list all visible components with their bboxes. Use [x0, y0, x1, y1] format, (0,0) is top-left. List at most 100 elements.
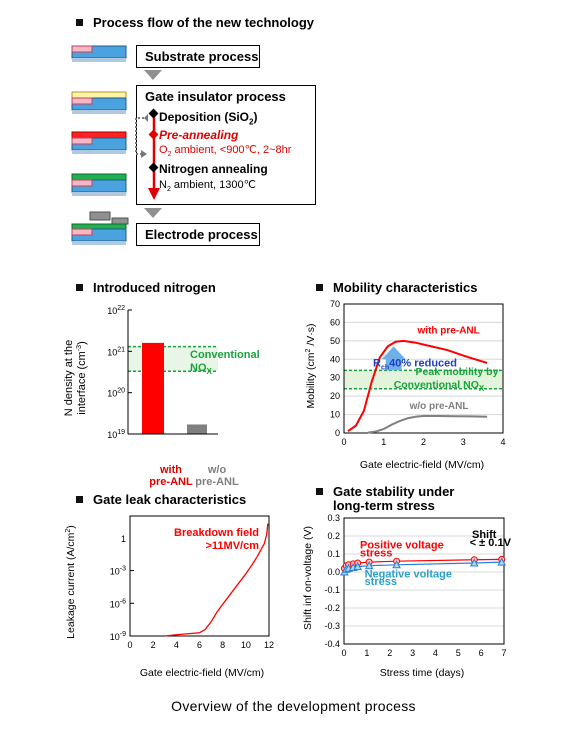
bullet-icon — [76, 496, 83, 503]
tick-label: 4 — [433, 648, 438, 658]
tick-label: 1019 — [107, 429, 125, 440]
conventional-nox-label: Conventional — [190, 349, 260, 361]
tick-label: 30 — [330, 373, 340, 383]
tick-label: 1 — [381, 437, 386, 447]
tick-label: -0.2 — [324, 603, 340, 613]
bar — [142, 342, 164, 434]
tick-label: 4 — [174, 640, 179, 650]
tick-label: 10-9 — [110, 631, 126, 642]
tick-label: 20 — [330, 391, 340, 401]
negative-stress-label: Negative voltage — [365, 568, 452, 580]
peak-mobility-band — [344, 370, 503, 389]
positive-stress-label-2: stress — [360, 547, 392, 559]
preannealing-stack-icon — [71, 131, 127, 154]
tick-label: -0.1 — [324, 585, 340, 595]
bullet-icon — [76, 284, 83, 291]
plot-frame — [129, 515, 270, 637]
stability-y-axis-label: Shift inf on-voltage (V) — [302, 526, 314, 630]
tick-label: 0 — [127, 640, 132, 650]
bar — [187, 424, 207, 434]
tick-label: 2 — [421, 437, 426, 447]
tick-label: 0.1 — [327, 549, 340, 559]
mobility-y-axis-label: Mobility (cm2 /V·s) — [305, 323, 317, 408]
svg-text:N density at the: N density at the — [63, 340, 75, 416]
shift-label-2: < ± 0.1V — [470, 537, 512, 549]
breakdown-label: Breakdown field — [174, 527, 259, 539]
tick-label: 1 — [364, 648, 369, 658]
mobility-x-axis-label: Gate electric-field (MV/cm) — [360, 459, 484, 471]
tick-label: 4 — [500, 437, 505, 447]
data-point — [353, 562, 363, 571]
mobility-panel-title: Mobility characteristics — [316, 281, 478, 295]
substrate-stack-icon — [71, 45, 127, 62]
tick-label: 40 — [330, 354, 340, 364]
tick-label: 3 — [461, 437, 466, 447]
nitrogen-y-axis-label: N density at the interface (cm-3) — [63, 340, 88, 416]
bar-label-without-preanl: w/o pre-ANL — [195, 464, 239, 488]
figure-caption: Overview of the development process — [171, 698, 416, 714]
tick-label: 10-3 — [110, 566, 126, 577]
svg-text:interface (cm-3): interface (cm-3) — [76, 341, 88, 414]
tick-label: 12 — [264, 640, 274, 650]
rch-label: Rch40% reduced — [373, 358, 457, 372]
tick-label: 2 — [151, 640, 156, 650]
tick-label: 0.2 — [327, 531, 340, 541]
data-point — [364, 561, 374, 570]
plot-frame — [343, 517, 505, 645]
bar-label-with-preanl: with pre-ANL — [149, 464, 193, 488]
tick-label: -0.4 — [324, 639, 340, 649]
tick-label: 1 — [121, 534, 126, 544]
electrode-process-box: Electrode process — [136, 223, 260, 246]
plot-frame — [343, 303, 504, 434]
tick-label: 0.3 — [327, 513, 340, 523]
deposition-step: Deposition (SiO2) — [159, 110, 258, 127]
tick-label: 50 — [330, 336, 340, 346]
with-preanl-label: with pre-ANL — [417, 325, 480, 336]
stability-chart: Shift inf on-voltage (V) -0.4 -0.3 -0.2 -0.… — [302, 513, 512, 679]
series-line — [164, 523, 269, 637]
tick-label: 6 — [197, 640, 202, 650]
nitrogen-panel-title: Introduced nitrogen — [76, 281, 216, 295]
tick-label: 1020 — [107, 388, 125, 399]
leak-panel-title: Gate leak characteristics — [76, 493, 246, 507]
series-line — [367, 415, 488, 434]
deposition-stack-icon — [71, 91, 127, 114]
electrode-stack-icon — [71, 211, 129, 245]
increase-arrow-icon — [381, 346, 406, 371]
data-point — [469, 558, 479, 567]
series-line — [347, 339, 488, 432]
positive-stress-label: Positive voltage — [360, 540, 444, 552]
preannealing-step: Pre-annealing — [159, 128, 239, 142]
leak-y-axis-label: Leakage current (A/cm2) — [65, 525, 77, 639]
tick-label: 0 — [335, 428, 340, 438]
tick-label: 7 — [501, 648, 506, 658]
peak-mobility-label: Peak mobility by — [416, 366, 499, 378]
nitrogen-stack-icon — [71, 173, 127, 196]
gray-arrow-down-icon-2 — [144, 208, 162, 218]
tick-label: 2 — [387, 648, 392, 658]
tick-label: 0 — [341, 437, 346, 447]
tick-label: 10 — [241, 640, 251, 650]
bullet-icon — [316, 488, 323, 495]
leak-chart: Leakage current (A/cm2) 10-910-610-310 2 4… — [65, 515, 274, 679]
conventional-nox-label-2: NOX — [190, 362, 213, 376]
breakdown-label-2: >11MV/cm — [205, 540, 259, 552]
substrate-process-box: Substrate process — [136, 45, 260, 68]
tick-label: 1022 — [107, 305, 125, 316]
nitrogen-chart: N density at the interface (cm-3) 1019 10… — [63, 305, 260, 440]
stability-panel-title: Gate stability under long-term stress — [316, 485, 454, 513]
gray-arrow-down-icon — [144, 70, 162, 80]
nitrogen-step: Nitrogen annealing — [159, 162, 268, 176]
tick-label: 60 — [330, 317, 340, 327]
nitrogen-conditions: N2 ambient, 1300℃ — [159, 179, 256, 194]
leak-x-axis-label: Gate electric-field (MV/cm) — [140, 667, 264, 679]
stability-x-axis-label: Stress time (days) — [380, 667, 465, 679]
negative-stress-label-2: stress — [365, 576, 397, 588]
shift-label: Shift — [472, 529, 497, 541]
data-point — [497, 557, 507, 566]
without-preanl-label: w/o pre-ANL — [409, 401, 469, 412]
bullet-icon — [316, 284, 323, 291]
tick-label: 0 — [341, 648, 346, 658]
tick-label: 10-6 — [110, 598, 126, 609]
peak-mobility-label-2: Conventional NOX — [394, 379, 485, 393]
